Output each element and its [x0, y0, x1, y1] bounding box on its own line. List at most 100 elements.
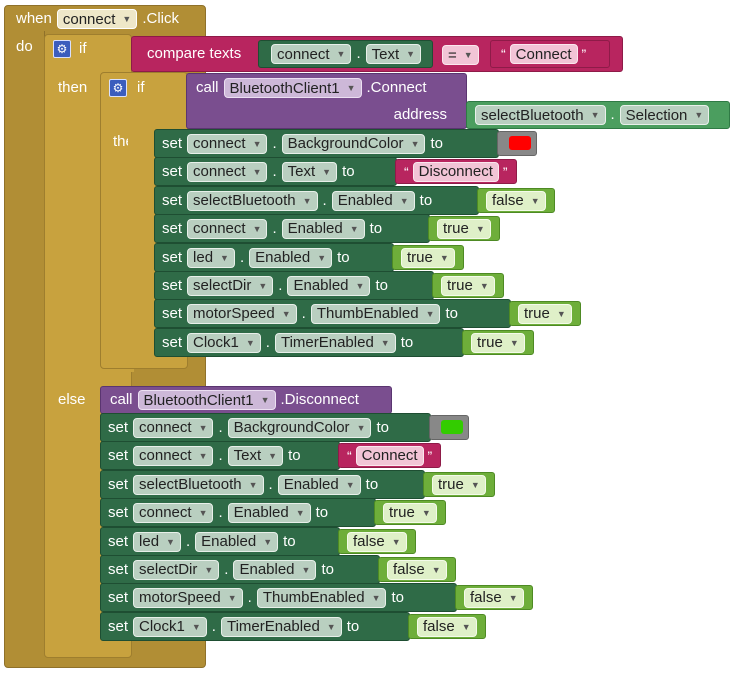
set-property-dropdown[interactable]: Enabled ▼	[249, 247, 333, 268]
color-block[interactable]	[429, 415, 469, 440]
boolean-block[interactable]: true ▼	[423, 472, 495, 497]
set-component-dropdown[interactable]: selectDir ▼	[133, 559, 220, 580]
set-component-dropdown[interactable]: connect ▼	[187, 218, 268, 239]
condition-getter-block[interactable]: connect ▼ . Text ▼	[258, 40, 433, 68]
set-block[interactable]: set motorSpeed ▼. ThumbEnabled ▼ to	[100, 583, 457, 612]
color-swatch[interactable]	[509, 136, 531, 150]
set-property-dropdown[interactable]: ThumbEnabled ▼	[310, 303, 441, 324]
address-property-dropdown[interactable]: Selection ▼	[619, 105, 710, 125]
set-component-dropdown[interactable]: connect ▼	[187, 161, 268, 182]
set-component-dropdown[interactable]: connect ▼	[133, 445, 214, 466]
set-component-dropdown[interactable]: selectBluetooth ▼	[133, 474, 264, 495]
boolean-block[interactable]: true ▼	[374, 500, 446, 525]
set-block[interactable]: set connect ▼. Enabled ▼ to	[100, 498, 376, 527]
set-component-dropdown[interactable]: selectDir ▼	[187, 275, 274, 296]
address-component-dropdown[interactable]: selectBluetooth ▼	[475, 105, 606, 125]
set-block[interactable]: set connect ▼. Text ▼ to	[154, 157, 397, 186]
text-block[interactable]: “ Connect ”	[338, 443, 442, 468]
set-component-dropdown[interactable]: Clock1 ▼	[187, 332, 261, 353]
text-value-field[interactable]: Disconnect	[412, 161, 499, 182]
set-property-dropdown[interactable]: TimerEnabled ▼	[274, 332, 396, 353]
color-swatch[interactable]	[441, 420, 463, 434]
call-component-dropdown[interactable]: BluetoothClient1 ▼	[223, 78, 362, 98]
set-block[interactable]: set selectDir ▼. Enabled ▼ to	[100, 555, 380, 584]
boolean-block[interactable]: false ▼	[477, 188, 555, 213]
boolean-block[interactable]: false ▼	[455, 585, 533, 610]
call-component-label: BluetoothClient1	[229, 79, 340, 97]
set-property-dropdown[interactable]: BackgroundColor ▼	[227, 417, 372, 438]
set-property-dropdown[interactable]: Enabled ▼	[331, 190, 415, 211]
boolean-dropdown[interactable]: false ▼	[417, 616, 477, 637]
set-component-dropdown[interactable]: motorSpeed ▼	[187, 303, 297, 324]
set-block[interactable]: set connect ▼. BackgroundColor ▼ to	[100, 413, 431, 442]
set-block[interactable]: set selectBluetooth ▼. Enabled ▼ to	[154, 186, 479, 215]
set-property-dropdown[interactable]: Enabled ▼	[233, 559, 317, 580]
boolean-block[interactable]: true ▼	[428, 216, 500, 241]
condition-property-dropdown[interactable]: Text ▼	[365, 44, 422, 64]
set-property-dropdown[interactable]: TimerEnabled ▼	[220, 616, 342, 637]
set-component-dropdown[interactable]: connect ▼	[133, 502, 214, 523]
boolean-block[interactable]: false ▼	[338, 529, 416, 554]
set-property-dropdown[interactable]: Enabled ▼	[195, 531, 279, 552]
event-component-dropdown[interactable]: connect ▼	[56, 9, 138, 29]
set-component-dropdown[interactable]: selectBluetooth ▼	[187, 190, 318, 211]
set-block[interactable]: set Clock1 ▼. TimerEnabled ▼ to	[154, 328, 464, 357]
gear-icon[interactable]: ⚙	[109, 79, 127, 97]
text-value: Disconnect	[418, 163, 493, 180]
set-block[interactable]: set selectDir ▼. Enabled ▼ to	[154, 271, 434, 300]
boolean-dropdown[interactable]: true ▼	[471, 332, 525, 353]
set-property-dropdown[interactable]: Enabled ▼	[227, 502, 311, 523]
set-block[interactable]: set Clock1 ▼. TimerEnabled ▼ to	[100, 612, 410, 641]
boolean-block[interactable]: true ▼	[392, 245, 464, 270]
gear-icon[interactable]: ⚙	[53, 40, 71, 58]
text-value-field[interactable]: Connect	[355, 445, 424, 466]
set-property-dropdown[interactable]: Text ▼	[281, 161, 338, 182]
set-block[interactable]: set connect ▼. Text ▼ to	[100, 441, 340, 470]
dropdown-arrow-icon: ▼	[470, 479, 480, 490]
condition-text-field[interactable]: Connect	[509, 44, 578, 64]
boolean-block[interactable]: true ▼	[509, 301, 581, 326]
boolean-dropdown[interactable]: true ▼	[437, 218, 491, 239]
set-component-dropdown[interactable]: connect ▼	[133, 417, 214, 438]
set-block[interactable]: set led ▼. Enabled ▼ to	[100, 527, 340, 556]
set-component-dropdown[interactable]: motorSpeed ▼	[133, 587, 243, 608]
set-property-dropdown[interactable]: ThumbEnabled ▼	[256, 587, 387, 608]
set-block[interactable]: set selectBluetooth ▼. Enabled ▼ to	[100, 470, 425, 499]
disconnect-component-dropdown[interactable]: BluetoothClient1 ▼	[137, 390, 276, 410]
boolean-block[interactable]: false ▼	[408, 614, 486, 639]
boolean-dropdown[interactable]: false ▼	[347, 531, 407, 552]
boolean-block[interactable]: false ▼	[378, 557, 456, 582]
set-block[interactable]: set connect ▼. Enabled ▼ to	[154, 214, 430, 243]
set-block[interactable]: set motorSpeed ▼. ThumbEnabled ▼ to	[154, 299, 511, 328]
address-getter-block[interactable]: selectBluetooth ▼ . Selection ▼	[466, 101, 730, 129]
operator-dropdown[interactable]: = ▼	[442, 45, 479, 65]
set-component-dropdown[interactable]: Clock1 ▼	[133, 616, 207, 637]
boolean-dropdown[interactable]: false ▼	[387, 559, 447, 580]
color-block[interactable]	[497, 131, 537, 156]
boolean-dropdown[interactable]: true ▼	[518, 303, 572, 324]
operator-field[interactable]: = ▼	[440, 44, 484, 65]
boolean-block[interactable]: true ▼	[432, 273, 504, 298]
set-component-dropdown[interactable]: led ▼	[187, 247, 235, 268]
set-block[interactable]: set led ▼. Enabled ▼ to	[154, 243, 394, 272]
text-block[interactable]: “ Disconnect ”	[395, 159, 517, 184]
boolean-dropdown[interactable]: false ▼	[464, 587, 524, 608]
set-property-dropdown[interactable]: Text ▼	[227, 445, 284, 466]
boolean-dropdown[interactable]: true ▼	[401, 247, 455, 268]
set-component-dropdown[interactable]: led ▼	[133, 531, 181, 552]
condition-text-block[interactable]: “ Connect ”	[490, 40, 610, 68]
boolean-dropdown[interactable]: true ▼	[383, 502, 437, 523]
boolean-dropdown[interactable]: false ▼	[486, 190, 546, 211]
boolean-dropdown[interactable]: true ▼	[432, 474, 486, 495]
set-property-dropdown[interactable]: Enabled ▼	[277, 474, 361, 495]
set-component-dropdown[interactable]: connect ▼	[187, 133, 268, 154]
set-property-dropdown[interactable]: Enabled ▼	[281, 218, 365, 239]
call-disconnect-block[interactable]: call BluetoothClient1 ▼ .Disconnect	[100, 386, 392, 414]
set-property-dropdown[interactable]: Enabled ▼	[287, 275, 371, 296]
call-connect-block[interactable]: call BluetoothClient1 ▼ .Connect address	[186, 73, 467, 129]
set-block[interactable]: set connect ▼. BackgroundColor ▼ to	[154, 129, 499, 158]
condition-component-dropdown[interactable]: connect ▼	[271, 44, 352, 64]
boolean-block[interactable]: true ▼	[462, 330, 534, 355]
set-property-dropdown[interactable]: BackgroundColor ▼	[281, 133, 426, 154]
boolean-dropdown[interactable]: true ▼	[441, 275, 495, 296]
